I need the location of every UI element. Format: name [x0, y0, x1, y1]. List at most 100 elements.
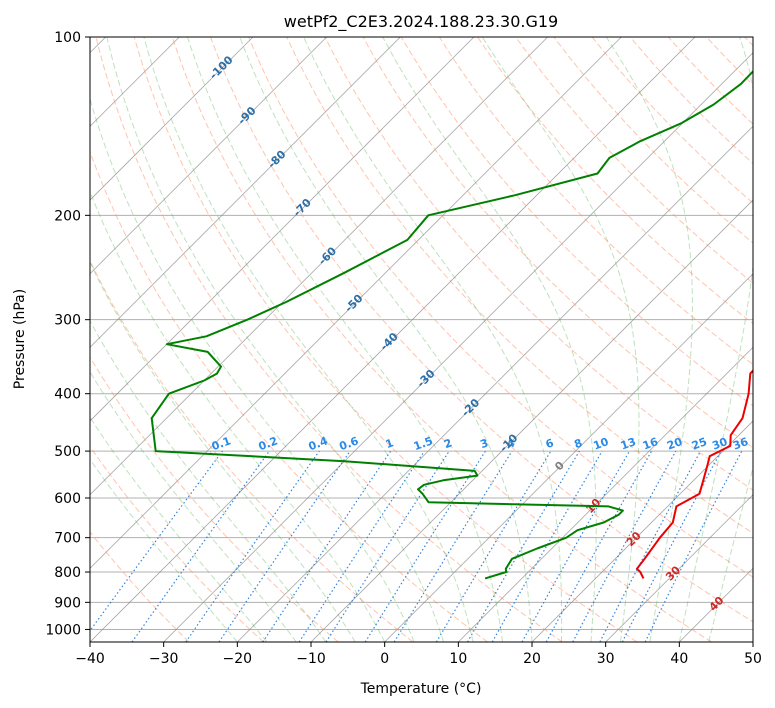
dry-adiabat-line: [210, 37, 753, 623]
dry-adiabat-line: [90, 531, 190, 642]
isotherm-line: [531, 420, 753, 642]
x-tick-label: 40: [670, 651, 688, 667]
moist-adiabat-line: [90, 97, 415, 642]
mixing-ratio-label: 0.6: [338, 434, 361, 453]
moist-adiabat-line: [481, 37, 640, 642]
mixing-ratio-line: [466, 450, 580, 642]
y-axis: 100 200 300 400 500 600 700 800 900 1000: [45, 30, 90, 638]
moist-adiabat-line: [90, 370, 297, 642]
moist-adiabat-line: [90, 319, 327, 642]
isotherm-label: 0: [552, 459, 567, 474]
dry-adiabat-line: [438, 37, 753, 365]
dry-adiabat-line: [90, 150, 488, 642]
mixing-ratio-label: 1.5: [412, 434, 435, 453]
y-tick-label: 1000: [45, 622, 81, 638]
mixing-ratio-line: [298, 450, 425, 642]
dry-adiabat-line: [90, 445, 264, 642]
isotherm-label: -100: [207, 53, 236, 82]
isotherm-label: 20: [624, 529, 644, 549]
y-axis-label: Pressure (hPa): [12, 289, 28, 389]
moist-adiabat-line: [143, 37, 474, 642]
mixing-ratio-line: [572, 450, 677, 642]
grid-layer: [90, 37, 753, 642]
mixing-ratio-label: 36: [731, 435, 750, 453]
x-tick-label: 10: [449, 651, 467, 667]
isotherm-label: -40: [378, 330, 401, 353]
moist-adiabat-line: [90, 190, 386, 642]
moist-adiabat-line: [605, 37, 693, 642]
mixing-ratio-line: [545, 450, 653, 642]
mixing-ratio-label: 30: [710, 435, 729, 453]
x-tick-label: 50: [744, 651, 762, 667]
mixing-ratio-line: [393, 450, 513, 642]
mixing-ratio-label: 0.2: [257, 434, 280, 453]
profile-series: [150, 69, 753, 580]
moist-adiabat-line: [187, 37, 503, 642]
moist-adiabat-line: [90, 458, 238, 642]
dry-adiabat-line: [591, 37, 753, 204]
isotherm-line: [679, 567, 753, 642]
isotherm-line: [90, 37, 696, 642]
y-tick-label: 400: [54, 387, 81, 403]
moist-adiabat-line: [90, 261, 356, 642]
mixing-ratio-label: 4: [505, 436, 517, 451]
x-axis-label: Temperature (°C): [360, 681, 482, 697]
dry-adiabat-line: [744, 37, 753, 47]
mixing-ratio-line: [131, 450, 270, 642]
dry-adiabat-line: [362, 37, 753, 449]
x-tick-label: −30: [149, 651, 179, 667]
isotherm-line: [458, 346, 753, 642]
mixing-ratio-label: 13: [619, 435, 638, 452]
mixing-ratio-label: 1: [384, 436, 396, 451]
y-tick-label: 800: [54, 565, 81, 581]
moist-adiabat-line: [90, 416, 268, 642]
x-tick-label: −10: [296, 651, 326, 667]
isotherm-label: -90: [235, 104, 258, 127]
isotherm-line: [90, 37, 548, 496]
y-tick-label: 100: [54, 30, 81, 46]
isotherm-line: [384, 273, 753, 642]
isotherm-line: [90, 37, 254, 201]
dry-adiabat-line: [95, 37, 563, 642]
y-tick-label: 700: [54, 531, 81, 547]
mixing-ratio-line: [262, 450, 392, 642]
chart-title: wetPf2_C2E3.2024.188.23.30.G19: [284, 12, 558, 32]
isotherm-line: [605, 494, 753, 642]
mixing-ratio-label: 10: [592, 435, 611, 453]
y-tick-label: 500: [54, 444, 81, 460]
dry-adiabat-line: [706, 37, 753, 86]
x-axis: −40 −30 −20 −10 0 10 20 30 40 50: [75, 642, 762, 667]
moist-adiabat-line: [239, 37, 533, 642]
isotherm-line: [90, 37, 622, 569]
dry-adiabat-line: [248, 37, 753, 578]
background-lines: [90, 37, 753, 642]
isotherm-line: [90, 37, 327, 275]
x-tick-label: −20: [223, 651, 253, 667]
x-tick-label: 0: [380, 651, 389, 667]
mixing-ratio-line: [90, 450, 223, 632]
dry-adiabat-line: [477, 37, 753, 325]
y-tick-label: 200: [54, 208, 81, 224]
mixing-ratio-line: [521, 450, 631, 642]
y-tick-label: 300: [54, 313, 81, 329]
dry-adiabat-line: [324, 37, 753, 491]
isotherm-label: 40: [707, 594, 727, 614]
x-tick-label: 20: [523, 651, 541, 667]
isotherm-label: -60: [316, 244, 339, 267]
x-tick-label: 30: [597, 651, 615, 667]
y-tick-label: 900: [54, 595, 81, 611]
dry-adiabat-line: [553, 37, 753, 244]
mixing-ratio-label: 3: [478, 436, 490, 451]
isotherm-line: [752, 641, 753, 642]
dry-adiabat-line: [90, 356, 339, 642]
mixing-ratio-label: 25: [690, 435, 709, 452]
dry-adiabat-line: [286, 37, 753, 534]
mixing-ratio-line: [218, 450, 351, 642]
isotherm-line: [237, 125, 753, 642]
mixing-ratio-label: 2: [442, 436, 454, 451]
isotherm-label: -80: [265, 148, 288, 171]
moist-adiabat-line: [106, 37, 445, 642]
mixing-ratio-label: 8: [572, 436, 584, 451]
dry-adiabat-line: [629, 37, 753, 165]
dewpoint-line: [150, 69, 753, 580]
